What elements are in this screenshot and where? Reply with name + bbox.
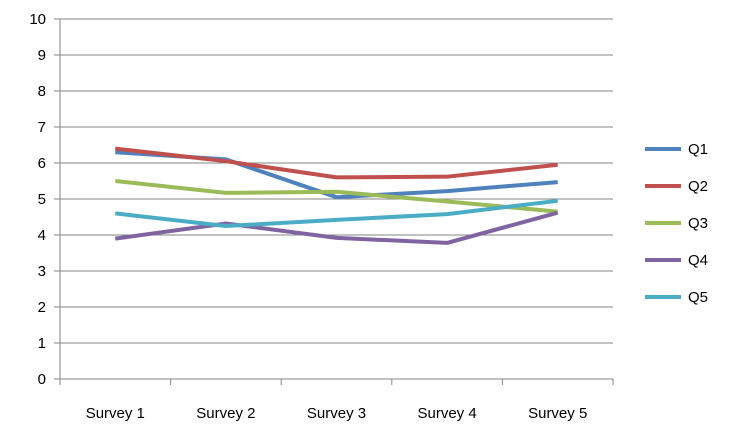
y-tick-label: 1: [38, 335, 46, 352]
x-category-label: Survey 3: [307, 405, 366, 422]
y-tick-label: 4: [38, 227, 46, 244]
x-category-label: Survey 4: [417, 405, 476, 422]
series-line-q4: [115, 210, 559, 245]
series-line-q5: [115, 198, 558, 228]
legend-label-q1: Q1: [688, 141, 708, 158]
y-tick-label: 8: [38, 83, 46, 100]
y-tick-label: 5: [38, 191, 46, 208]
y-tick-label: 2: [38, 299, 46, 316]
x-category-label: Survey 5: [528, 405, 587, 422]
series-lines: [115, 146, 559, 245]
y-tick-label: 3: [38, 263, 46, 280]
y-tick-label: 9: [38, 47, 46, 64]
x-category-label: Survey 1: [86, 405, 145, 422]
gridlines: [60, 18, 613, 344]
series-line-q2: [115, 146, 558, 180]
y-axis-tick-labels: 0 1 2 3 4 5 6 7 8 9 10: [29, 11, 46, 388]
legend-label-q2: Q2: [688, 178, 708, 195]
legend-label-q4: Q4: [688, 252, 708, 269]
legend: Q1 Q2 Q3 Q4 Q5: [645, 141, 708, 306]
y-tick-label: 10: [29, 11, 46, 28]
legend-label-q3: Q3: [688, 215, 708, 232]
y-tick-label: 7: [38, 119, 46, 136]
series-line-q3: [115, 179, 558, 214]
x-axis-category-labels: Survey 1 Survey 2 Survey 3 Survey 4 Survey 5: [86, 405, 588, 422]
y-tick-label: 0: [38, 371, 46, 388]
x-category-label: Survey 2: [196, 405, 255, 422]
axes: [54, 18, 614, 385]
y-tick-label: 6: [38, 155, 46, 172]
legend-label-q5: Q5: [688, 289, 708, 306]
